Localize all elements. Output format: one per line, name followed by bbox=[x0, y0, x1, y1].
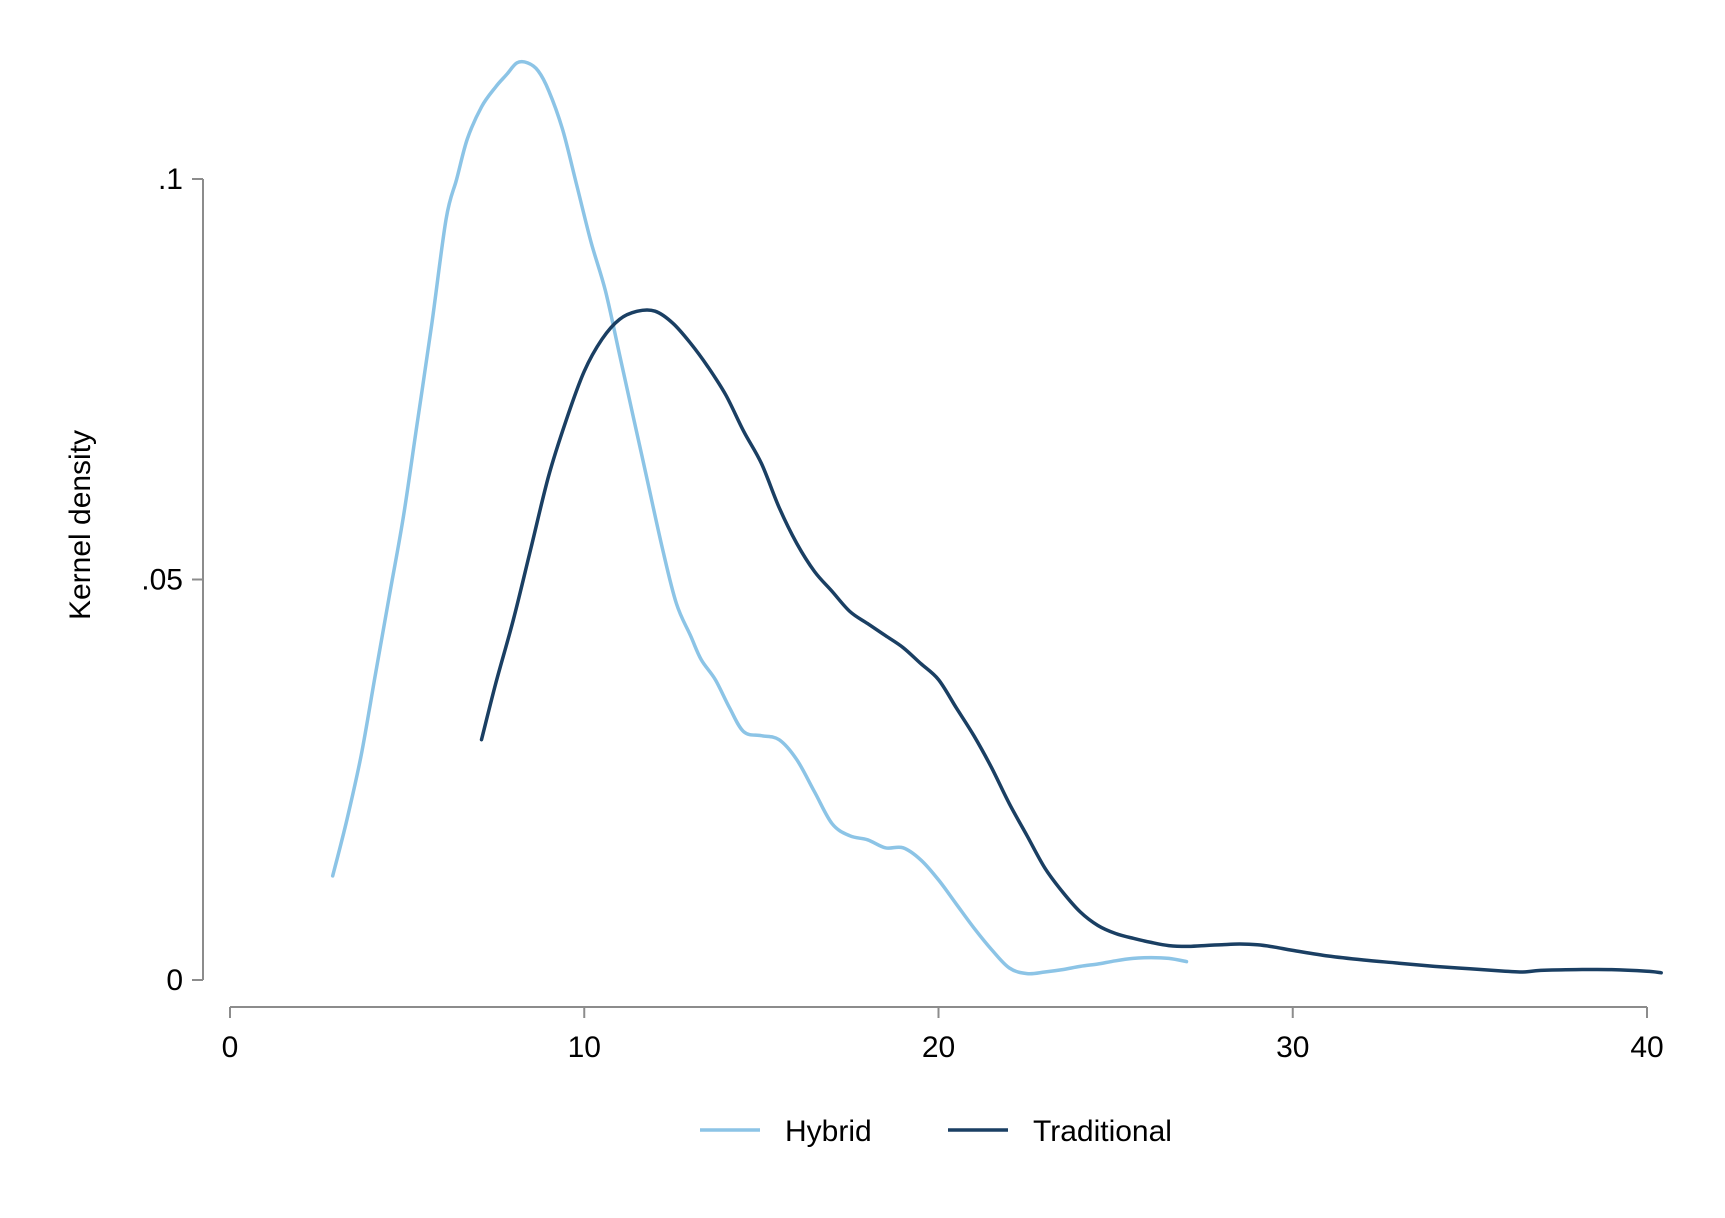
y-axis-ticks: 0 .05 .1 bbox=[141, 163, 203, 997]
x-tick-label: 30 bbox=[1276, 1031, 1309, 1064]
x-tick-label: 10 bbox=[568, 1031, 601, 1064]
y-tick-label: 0 bbox=[166, 964, 183, 997]
x-tick-label: 20 bbox=[922, 1031, 955, 1064]
y-tick-label: .1 bbox=[158, 163, 183, 196]
series-lines bbox=[330, 59, 1663, 976]
legend-label-traditional: Traditional bbox=[1033, 1115, 1172, 1148]
series-line-traditional bbox=[479, 308, 1663, 975]
x-axis-ticks: 0 10 20 30 40 bbox=[222, 1007, 1664, 1064]
y-tick-label: .05 bbox=[141, 564, 183, 597]
series-line-hybrid bbox=[330, 59, 1189, 976]
legend: Hybrid Traditional bbox=[700, 1115, 1172, 1148]
x-tick-label: 40 bbox=[1630, 1031, 1663, 1064]
legend-label-hybrid: Hybrid bbox=[785, 1115, 872, 1148]
y-axis-title: Kernel density bbox=[64, 430, 97, 620]
x-tick-label: 0 bbox=[222, 1031, 239, 1064]
